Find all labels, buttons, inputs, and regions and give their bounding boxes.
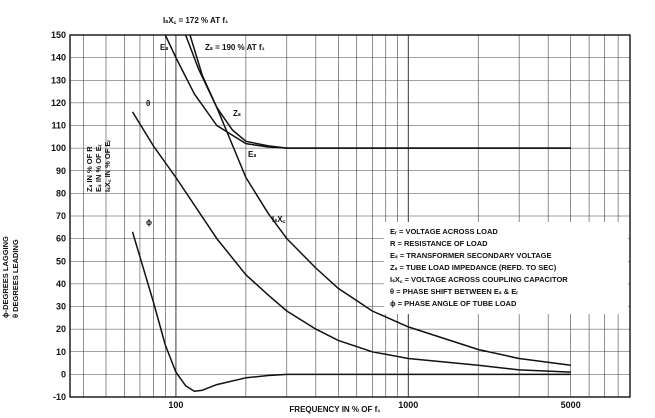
x-axis-label: FREQUENCY IN % OF f₁	[289, 405, 381, 414]
y-tick-label: 60	[56, 234, 66, 244]
y-tick-label: 100	[51, 143, 66, 153]
y-tick-label: 140	[51, 53, 66, 63]
annotation-theta: θ	[146, 99, 150, 108]
legend-background	[384, 222, 628, 314]
y-tick-label: 30	[56, 302, 66, 312]
curve-annotations: IₛX꜀ = 172 % AT f₁ Zₛ = 190 % AT f₁ Eₛ Z…	[146, 16, 286, 227]
y-tick-label: 80	[56, 188, 66, 198]
x-tick-label: 5000	[561, 400, 581, 410]
y-tick-label: 10	[56, 347, 66, 357]
series-line-isxc	[189, 34, 571, 367]
tick-labels: -10 0 10 20 30 40 50 60 70 80 90 100 110 120 130 140 150…	[51, 30, 581, 410]
y-axis-label-theta: θ DEGREES LEADING	[11, 239, 20, 318]
legend-entry: θ = PHASE SHIFT BETWEEN Eₛ & Eᵣ	[390, 287, 518, 296]
y-axis-label-es: Eₛ IN % OF Eᵣ	[94, 144, 103, 192]
y-tick-label: 120	[51, 98, 66, 108]
y-tick-label: 50	[56, 256, 66, 266]
legend-entry: Eᵣ = VOLTAGE ACROSS LOAD	[390, 227, 498, 236]
y-axis-label-phi: ϕ-DEGREES LAGGING	[1, 236, 10, 318]
annotation-isxc: IₛX꜀	[272, 215, 286, 224]
legend-entry: Eₛ = TRANSFORMER SECONDARY VOLTAGE	[390, 251, 552, 260]
legend-entry: R = RESISTANCE OF LOAD	[390, 239, 488, 248]
x-tick-label: 100	[168, 400, 183, 410]
x-tick-label: 1000	[398, 400, 418, 410]
y-axis-label-zs: Zₛ IN % OF R	[85, 146, 94, 192]
legend-entry: IₛX꜀ = VOLTAGE ACROSS COUPLING CAPACITOR	[390, 275, 568, 284]
y-axis-label-isxc: IₛX꜀ IN % OF Eᵣ	[103, 140, 112, 192]
annotation-es-top: Eₛ	[160, 43, 168, 52]
y-axis-labels: ϕ-DEGREES LAGGING θ DEGREES LEADING Zₛ I…	[1, 140, 112, 318]
annotation-isxc-at-f1: IₛX꜀ = 172 % AT f₁	[163, 16, 229, 25]
y-tick-label: 0	[61, 369, 66, 379]
y-tick-label: 110	[51, 121, 66, 131]
y-tick-label: -10	[53, 392, 66, 402]
annotation-zs: Zₛ	[233, 109, 241, 118]
legend: Eᵣ = VOLTAGE ACROSS LOAD R = RESISTANCE …	[384, 222, 628, 314]
curves	[131, 34, 571, 393]
y-tick-label: 20	[56, 324, 66, 334]
annotation-phi: ϕ	[146, 218, 152, 227]
grid	[70, 34, 631, 398]
legend-entry: Zₛ = TUBE LOAD IMPEDANCE (REFD. TO SEC)	[390, 263, 557, 272]
series-line-phi	[131, 231, 571, 393]
plot-frame	[69, 34, 631, 398]
series-line-theta	[131, 111, 571, 373]
y-tick-label: 40	[56, 279, 66, 289]
y-tick-label: 70	[56, 211, 66, 221]
legend-entry: ϕ = PHASE ANGLE OF TUBE LOAD	[390, 299, 517, 308]
y-tick-label: 130	[51, 75, 66, 85]
y-tick-label: 90	[56, 166, 66, 176]
y-tick-label: 150	[51, 30, 66, 40]
annotation-zs-at-f1: Zₛ = 190 % AT f₁	[205, 43, 266, 52]
annotation-es: Eₛ	[248, 150, 256, 159]
